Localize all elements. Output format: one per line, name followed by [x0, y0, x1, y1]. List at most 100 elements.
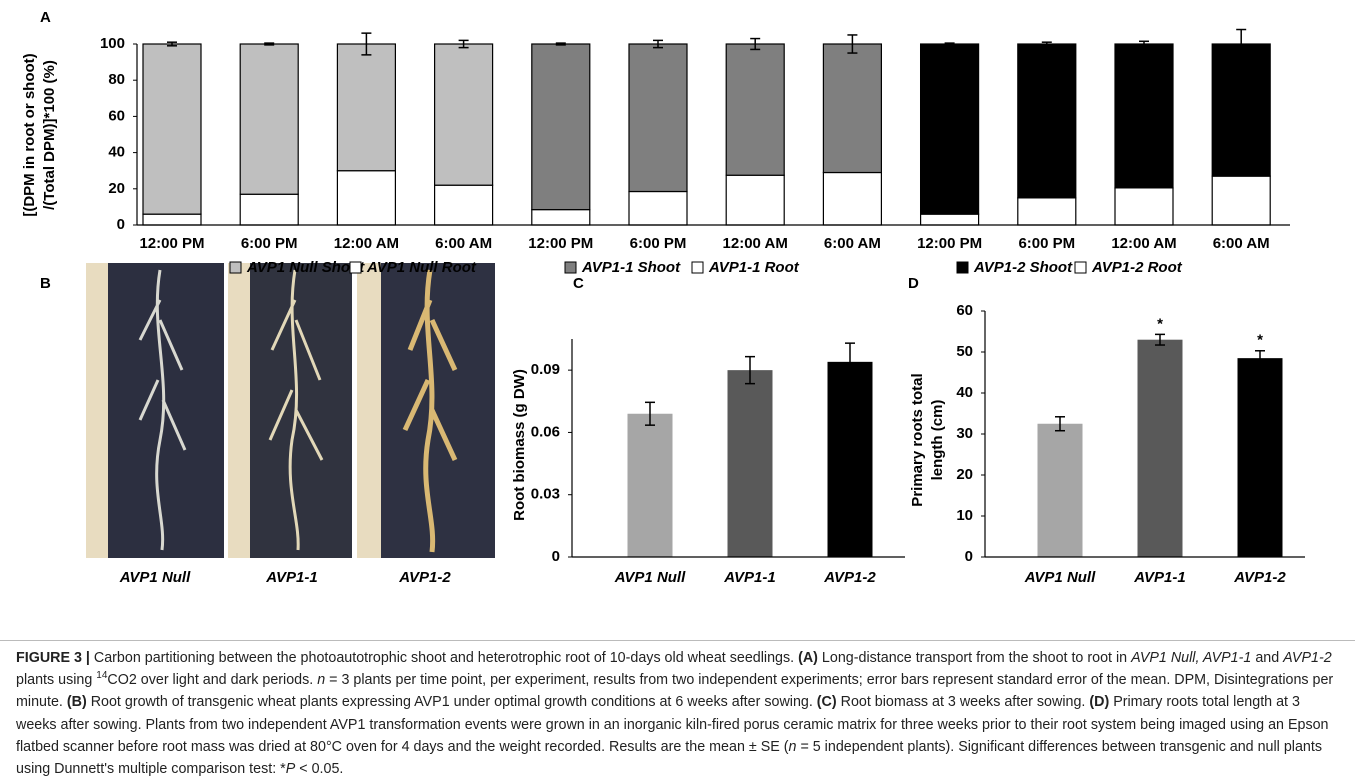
panel-letter: C	[573, 275, 584, 292]
x-tick-label: 6:00 PM	[1018, 235, 1075, 252]
y-tick-label: 0	[965, 548, 973, 565]
caption: FIGURE 3 | Carbon partitioning between t…	[0, 640, 1355, 777]
caption-run: P	[285, 761, 296, 778]
caption-run: 14	[96, 670, 108, 682]
bar-segment	[1211, 175, 1271, 226]
bar-segment	[434, 43, 494, 186]
caption-run: (D)	[1089, 694, 1110, 711]
x-tick-label: 12:00 AM	[334, 235, 399, 252]
bar-segment	[919, 43, 980, 215]
x-tick-label: 6:00 AM	[1213, 235, 1270, 252]
caption-run: (B)	[66, 694, 87, 711]
caption-run: = 5 independent plants). Significant dif…	[16, 738, 1322, 778]
bar-segment	[1114, 43, 1174, 189]
x-tick-label: AVP1-1	[723, 569, 775, 586]
caption-run: (C)	[816, 694, 837, 711]
bar-segment	[822, 43, 883, 174]
caption-run: (A)	[798, 650, 818, 666]
x-tick-label: 6:00 AM	[824, 235, 881, 252]
legend-swatch	[229, 261, 242, 274]
x-tick-label: 6:00 PM	[241, 235, 298, 252]
bar	[1237, 358, 1283, 557]
bar	[1037, 423, 1083, 557]
panel-letter: D	[908, 275, 919, 292]
x-tick-label: 12:00 PM	[917, 235, 982, 252]
caption-run: Long-distance transport from the shoot t…	[817, 650, 1132, 666]
caption-run: < 0.05.	[295, 761, 344, 778]
ruler	[357, 263, 381, 558]
photo-label: AVP1-1	[265, 569, 317, 586]
root	[138, 269, 187, 551]
y-tick-label: 100	[100, 35, 125, 52]
figure: A [(DPM in root or shoot)/(Total DPM)]*10…	[21, 9, 1305, 586]
bar	[627, 413, 673, 557]
legend-label: AVP1-1 Root	[708, 259, 800, 276]
y-tick-label: 40	[956, 384, 973, 401]
y-tick-label: 10	[956, 507, 973, 524]
bar	[827, 361, 873, 557]
caption-run: CO2 over light and dark periods.	[107, 672, 318, 689]
significance-mark: *	[1157, 315, 1163, 332]
y-axis-title: /(Total DPM)]*100 (%)	[41, 60, 58, 210]
bar-segment	[1114, 187, 1174, 226]
bar-segment	[336, 170, 396, 226]
y-tick-label: 0.06	[531, 423, 560, 440]
bar	[1137, 339, 1183, 557]
x-tick-label: AVP1-2	[823, 569, 876, 586]
caption-run: n	[788, 738, 797, 755]
legend-label: AVP1-2 Shoot	[973, 259, 1073, 276]
root-photos	[86, 263, 495, 558]
y-tick-label: 0	[552, 548, 560, 565]
x-tick-label: 12:00 AM	[723, 235, 788, 252]
x-tick-label: 12:00 PM	[139, 235, 204, 252]
caption-run: FIGURE 3 |	[16, 650, 90, 666]
caption-run: = 3 plants per time point, per experimen…	[16, 672, 1334, 711]
caption-run: Root biomass at 3 weeks after sowing.	[836, 694, 1090, 711]
caption-run: Carbon partitioning between the photoaut…	[89, 650, 799, 666]
bar-segment	[142, 213, 202, 226]
caption-run: plants using	[16, 672, 97, 689]
bar-segment	[725, 174, 785, 226]
x-tick-label: AVP1-2	[1233, 569, 1286, 586]
caption-run: AVP1-2	[1283, 650, 1332, 666]
y-tick-label: 0	[117, 216, 125, 233]
y-tick-label: 20	[956, 466, 973, 483]
legend-swatch	[564, 261, 577, 274]
y-axis-title: length (cm)	[929, 400, 946, 481]
significance-mark: *	[1257, 332, 1263, 349]
y-tick-label: 50	[956, 343, 973, 360]
y-tick-label: 40	[108, 144, 125, 161]
caption-run: AVP1 Null, AVP1-1	[1131, 650, 1252, 666]
bar-segment	[142, 43, 202, 215]
bar-segment	[628, 43, 688, 193]
caption-run: and	[1251, 650, 1284, 666]
panel-letter: B	[40, 275, 51, 292]
y-tick-label: 60	[956, 302, 973, 319]
x-tick-label: 12:00 PM	[528, 235, 593, 252]
x-tick-label: AVP1-1	[1133, 569, 1185, 586]
x-tick-label: 6:00 PM	[630, 235, 687, 252]
bar-segment	[1211, 43, 1271, 177]
bar-segment	[336, 43, 396, 172]
y-tick-label: 0.03	[531, 486, 560, 503]
y-tick-label: 30	[956, 425, 973, 442]
legend-label: AVP1-2 Root	[1091, 259, 1183, 276]
photo-label: AVP1 Null	[119, 569, 191, 586]
y-axis-title: [(DPM in root or shoot)	[21, 53, 38, 216]
bar-segment	[239, 43, 299, 195]
x-tick-label: 12:00 AM	[1111, 235, 1176, 252]
root	[402, 269, 458, 553]
legend-label: AVP1-1 Shoot	[581, 259, 681, 276]
bar-segment	[628, 190, 688, 226]
x-tick-label: AVP1 Null	[614, 569, 686, 586]
ruler	[228, 263, 250, 558]
photo-label: AVP1-2	[398, 569, 451, 586]
x-tick-label: 6:00 AM	[435, 235, 492, 252]
legend-swatch	[956, 261, 969, 274]
bar-segment	[1017, 43, 1077, 199]
y-tick-label: 60	[108, 107, 125, 124]
bar-segment	[822, 171, 883, 226]
ruler	[86, 263, 108, 558]
legend-swatch	[349, 261, 362, 274]
